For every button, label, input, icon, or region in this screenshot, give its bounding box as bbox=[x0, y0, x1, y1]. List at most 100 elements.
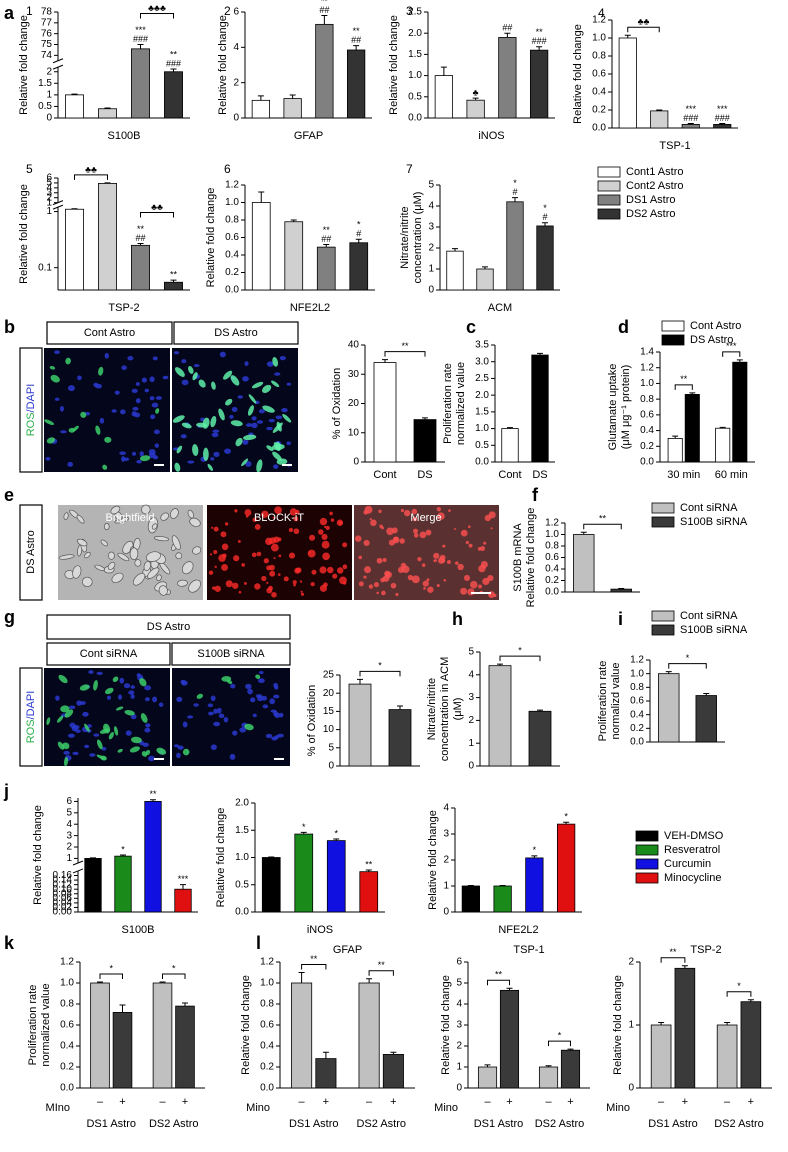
cell bbox=[232, 582, 239, 589]
error-bar bbox=[467, 884, 474, 886]
nucleus bbox=[245, 461, 252, 467]
cell bbox=[368, 584, 374, 589]
significance: ### bbox=[532, 36, 547, 46]
series-label: + bbox=[748, 1096, 754, 1108]
nucleus bbox=[130, 694, 135, 699]
cell bbox=[247, 405, 254, 416]
bar bbox=[283, 98, 302, 119]
nucleus bbox=[266, 426, 273, 431]
significance: ** bbox=[170, 269, 178, 279]
cell bbox=[68, 427, 76, 433]
nucleus bbox=[101, 746, 107, 751]
legend-swatch bbox=[597, 180, 621, 192]
series-label: – bbox=[97, 1096, 104, 1108]
bar bbox=[359, 871, 379, 913]
cell bbox=[156, 574, 162, 582]
x-axis-label: MIno bbox=[46, 1102, 70, 1114]
nucleus bbox=[187, 460, 195, 464]
cell bbox=[46, 437, 56, 444]
legend-label: DS2 Astro bbox=[626, 208, 676, 220]
bar bbox=[681, 124, 700, 129]
nucleus bbox=[144, 388, 150, 393]
y-tick-label: 0.5 bbox=[475, 440, 489, 451]
cell bbox=[211, 526, 214, 529]
series-label: + bbox=[390, 1096, 396, 1108]
nucleus bbox=[125, 730, 132, 736]
y-tick-label: 2 bbox=[443, 855, 449, 866]
y-tick-label: 0.4 bbox=[592, 87, 606, 98]
y-tick-label: 76 bbox=[41, 28, 53, 39]
x-axis-label: Mino bbox=[246, 1102, 270, 1114]
cell bbox=[107, 561, 116, 570]
bracket bbox=[368, 970, 394, 976]
bracket bbox=[499, 655, 541, 662]
y-tick-label: 15 bbox=[323, 706, 335, 717]
cell bbox=[376, 591, 379, 595]
y-tick-label: 2 bbox=[456, 1041, 462, 1052]
y-tick-label: 6 bbox=[456, 957, 462, 968]
nucleus bbox=[193, 364, 200, 368]
y-axis-label: Relative fold change bbox=[572, 24, 584, 124]
y-tick-label: 1 bbox=[46, 90, 52, 101]
nucleus bbox=[182, 721, 188, 728]
cell bbox=[113, 726, 119, 736]
bracket-label: ** bbox=[310, 954, 318, 964]
y-tick-label: 0.4 bbox=[60, 1041, 74, 1052]
x-axis-label: GFAP bbox=[294, 130, 323, 142]
series-label: + bbox=[567, 1096, 573, 1108]
legend-label: Cont1 Astro bbox=[626, 166, 683, 178]
cell bbox=[477, 547, 482, 551]
error-bar bbox=[355, 238, 362, 243]
legend-label: VEH-DMSO bbox=[664, 830, 724, 842]
significance: *** bbox=[717, 104, 728, 114]
cell bbox=[79, 684, 90, 691]
legend-swatch bbox=[651, 610, 675, 622]
y-tick-label: 0.6 bbox=[592, 69, 606, 80]
cell bbox=[300, 592, 305, 596]
bar bbox=[434, 75, 454, 119]
cell bbox=[480, 561, 488, 569]
bracket bbox=[140, 13, 174, 19]
nucleus bbox=[67, 385, 75, 392]
side-label-part: /DAPI bbox=[25, 691, 37, 720]
nucleus bbox=[144, 697, 150, 702]
cell bbox=[319, 517, 328, 526]
y-tick-label: 0 bbox=[46, 113, 52, 124]
y-tick-label: 0.0 bbox=[545, 587, 559, 598]
error-bar bbox=[497, 663, 503, 666]
nucleus bbox=[259, 670, 264, 675]
cell bbox=[214, 585, 221, 592]
series-label: – bbox=[366, 1096, 373, 1108]
cell bbox=[238, 590, 242, 594]
error-bar bbox=[182, 1002, 188, 1007]
cell bbox=[65, 357, 71, 365]
error-bar bbox=[567, 1048, 574, 1051]
cell bbox=[363, 539, 370, 547]
error-bar bbox=[580, 531, 587, 535]
nucleus bbox=[242, 376, 249, 382]
y-tick-label: 6 bbox=[46, 173, 52, 184]
series-label: + bbox=[182, 1096, 188, 1108]
nucleus bbox=[187, 715, 194, 719]
bar bbox=[316, 246, 336, 291]
bar bbox=[174, 888, 192, 913]
cell bbox=[442, 544, 446, 548]
cell bbox=[308, 551, 311, 554]
nucleus bbox=[59, 405, 64, 412]
bar bbox=[90, 982, 110, 1089]
cell bbox=[103, 523, 110, 531]
error-bar bbox=[537, 352, 543, 356]
nucleus bbox=[121, 365, 127, 371]
bar bbox=[650, 1024, 672, 1089]
cell bbox=[376, 557, 383, 564]
nucleus bbox=[232, 730, 238, 736]
image-header: DS Astro bbox=[214, 327, 257, 339]
cell bbox=[134, 559, 142, 567]
x-tick-label: Cont bbox=[373, 469, 396, 481]
cell bbox=[145, 551, 161, 562]
y-tick-label: 4 bbox=[428, 201, 434, 212]
bar bbox=[346, 49, 366, 119]
cell bbox=[241, 563, 246, 567]
panel-label: 3 bbox=[406, 4, 413, 18]
nucleus bbox=[54, 350, 60, 355]
